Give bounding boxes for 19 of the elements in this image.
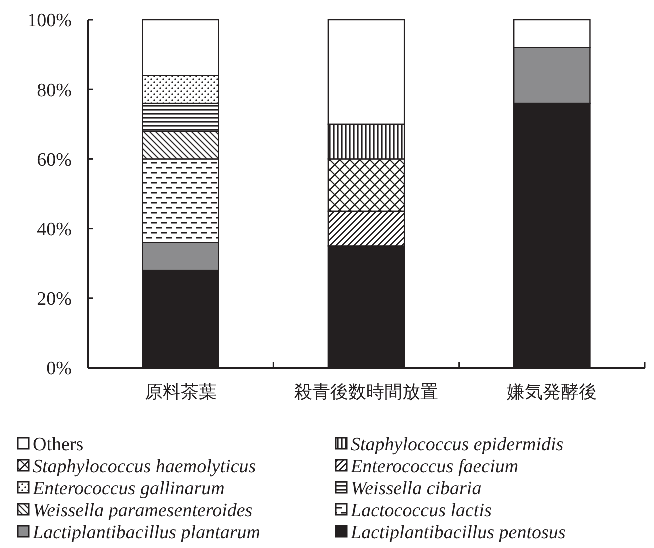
legend-label: Enterococcus gallinarum: [32, 478, 225, 500]
legend-label: Enterococcus faecium: [350, 456, 519, 478]
x-tick-label: 嫌気発酵後: [507, 382, 598, 402]
y-tick-label: 20%: [37, 289, 72, 310]
legend-label: Staphylococcus epidermidis: [351, 434, 564, 456]
y-tick-label: 60%: [37, 150, 72, 171]
y-tick-label: 80%: [37, 80, 72, 102]
x-tick-label: 殺青後数時間放置: [294, 382, 438, 402]
legend-label: Weissella cibaria: [351, 478, 482, 500]
y-tick-label: 0%: [46, 358, 72, 380]
y-tick-label: 100%: [28, 10, 72, 32]
legend-label: Lactiplantibacillus plantarum: [32, 522, 260, 544]
legend-label: Weissella paramesenteroides: [33, 500, 253, 522]
legend-label: Lactiplantibacillus pentosus: [350, 522, 566, 544]
y-tick-label: 40%: [37, 219, 72, 240]
x-tick-label: 原料茶葉: [144, 382, 217, 402]
legend-label: Staphylococcus haemolyticus: [33, 456, 256, 478]
legend-label: Others: [33, 434, 84, 456]
legend-label: Lactococcus lactis: [350, 500, 492, 522]
